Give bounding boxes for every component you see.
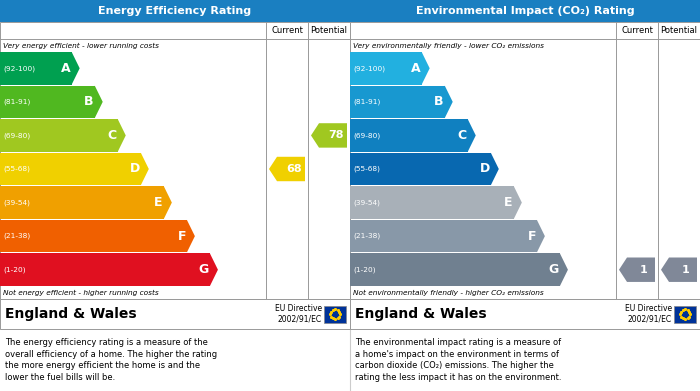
Text: G: G: [199, 263, 209, 276]
Text: (21-38): (21-38): [3, 233, 30, 239]
Text: (81-91): (81-91): [3, 99, 30, 105]
Bar: [0, 0, 350, 22]
Polygon shape: [71, 52, 80, 84]
Bar: [0, 153, 141, 185]
Bar: [350, 299, 700, 329]
Text: The environmental impact rating is a measure of
a home's impact on the environme: The environmental impact rating is a mea…: [355, 338, 561, 382]
Text: Very environmentally friendly - lower CO₂ emissions: Very environmentally friendly - lower CO…: [353, 43, 544, 48]
Text: F: F: [527, 230, 536, 243]
Text: F: F: [177, 230, 186, 243]
Text: (69-80): (69-80): [353, 132, 380, 139]
Text: B: B: [434, 95, 444, 108]
Bar: [350, 119, 468, 152]
Text: (21-38): (21-38): [353, 233, 380, 239]
Text: (1-20): (1-20): [353, 266, 376, 273]
Text: 1: 1: [682, 265, 690, 275]
Bar: [0, 299, 350, 329]
Text: (39-54): (39-54): [3, 199, 30, 206]
Bar: [674, 305, 696, 323]
Text: (55-68): (55-68): [3, 166, 30, 172]
Text: Not energy efficient - higher running costs: Not energy efficient - higher running co…: [3, 289, 159, 296]
Text: (92-100): (92-100): [353, 65, 385, 72]
Bar: [350, 186, 514, 219]
Text: B: B: [84, 95, 94, 108]
Polygon shape: [619, 258, 655, 282]
Text: (1-20): (1-20): [3, 266, 26, 273]
Bar: [0, 253, 210, 286]
Text: Not environmentally friendly - higher CO₂ emissions: Not environmentally friendly - higher CO…: [353, 289, 544, 296]
Text: (39-54): (39-54): [353, 199, 380, 206]
Text: EU Directive
2002/91/EC: EU Directive 2002/91/EC: [625, 304, 672, 324]
Text: The energy efficiency rating is a measure of the
overall efficiency of a home. T: The energy efficiency rating is a measur…: [5, 338, 217, 382]
Polygon shape: [468, 119, 476, 152]
Text: D: D: [480, 163, 490, 176]
Text: (55-68): (55-68): [353, 166, 380, 172]
Polygon shape: [164, 186, 172, 219]
Polygon shape: [94, 86, 103, 118]
Bar: [350, 253, 560, 286]
Text: 1: 1: [640, 265, 648, 275]
Bar: [0, 52, 71, 84]
Text: 78: 78: [328, 131, 344, 140]
Text: A: A: [61, 62, 71, 75]
Text: England & Wales: England & Wales: [5, 307, 136, 321]
Text: Potential: Potential: [661, 26, 697, 35]
Text: E: E: [154, 196, 163, 209]
Text: C: C: [458, 129, 467, 142]
Text: (69-80): (69-80): [3, 132, 30, 139]
Text: E: E: [504, 196, 513, 209]
Bar: [350, 220, 537, 253]
Bar: [350, 153, 491, 185]
Polygon shape: [210, 253, 218, 286]
Text: Current: Current: [621, 26, 653, 35]
Polygon shape: [514, 186, 522, 219]
Text: Energy Efficiency Rating: Energy Efficiency Rating: [99, 6, 251, 16]
Text: D: D: [130, 163, 140, 176]
Bar: [350, 22, 700, 299]
Polygon shape: [421, 52, 430, 84]
Polygon shape: [661, 258, 697, 282]
Text: Environmental Impact (CO₂) Rating: Environmental Impact (CO₂) Rating: [416, 6, 634, 16]
Bar: [0, 119, 118, 152]
Polygon shape: [118, 119, 126, 152]
Polygon shape: [187, 220, 195, 253]
Polygon shape: [141, 153, 149, 185]
Polygon shape: [560, 253, 568, 286]
Text: EU Directive
2002/91/EC: EU Directive 2002/91/EC: [275, 304, 322, 324]
Bar: [350, 0, 700, 22]
Text: England & Wales: England & Wales: [355, 307, 486, 321]
Polygon shape: [269, 157, 305, 181]
Text: (92-100): (92-100): [3, 65, 35, 72]
Text: 68: 68: [286, 164, 302, 174]
Text: Current: Current: [271, 26, 303, 35]
Bar: [0, 186, 164, 219]
Bar: [0, 22, 350, 299]
Bar: [324, 305, 346, 323]
Text: Very energy efficient - lower running costs: Very energy efficient - lower running co…: [3, 43, 159, 48]
Polygon shape: [311, 123, 347, 148]
Polygon shape: [444, 86, 453, 118]
Text: C: C: [108, 129, 117, 142]
Text: A: A: [411, 62, 421, 75]
Text: G: G: [549, 263, 559, 276]
Text: (81-91): (81-91): [353, 99, 380, 105]
Polygon shape: [537, 220, 545, 253]
Bar: [0, 86, 94, 118]
Bar: [0, 220, 187, 253]
Bar: [350, 52, 421, 84]
Polygon shape: [491, 153, 499, 185]
Bar: [350, 86, 444, 118]
Text: Potential: Potential: [311, 26, 347, 35]
